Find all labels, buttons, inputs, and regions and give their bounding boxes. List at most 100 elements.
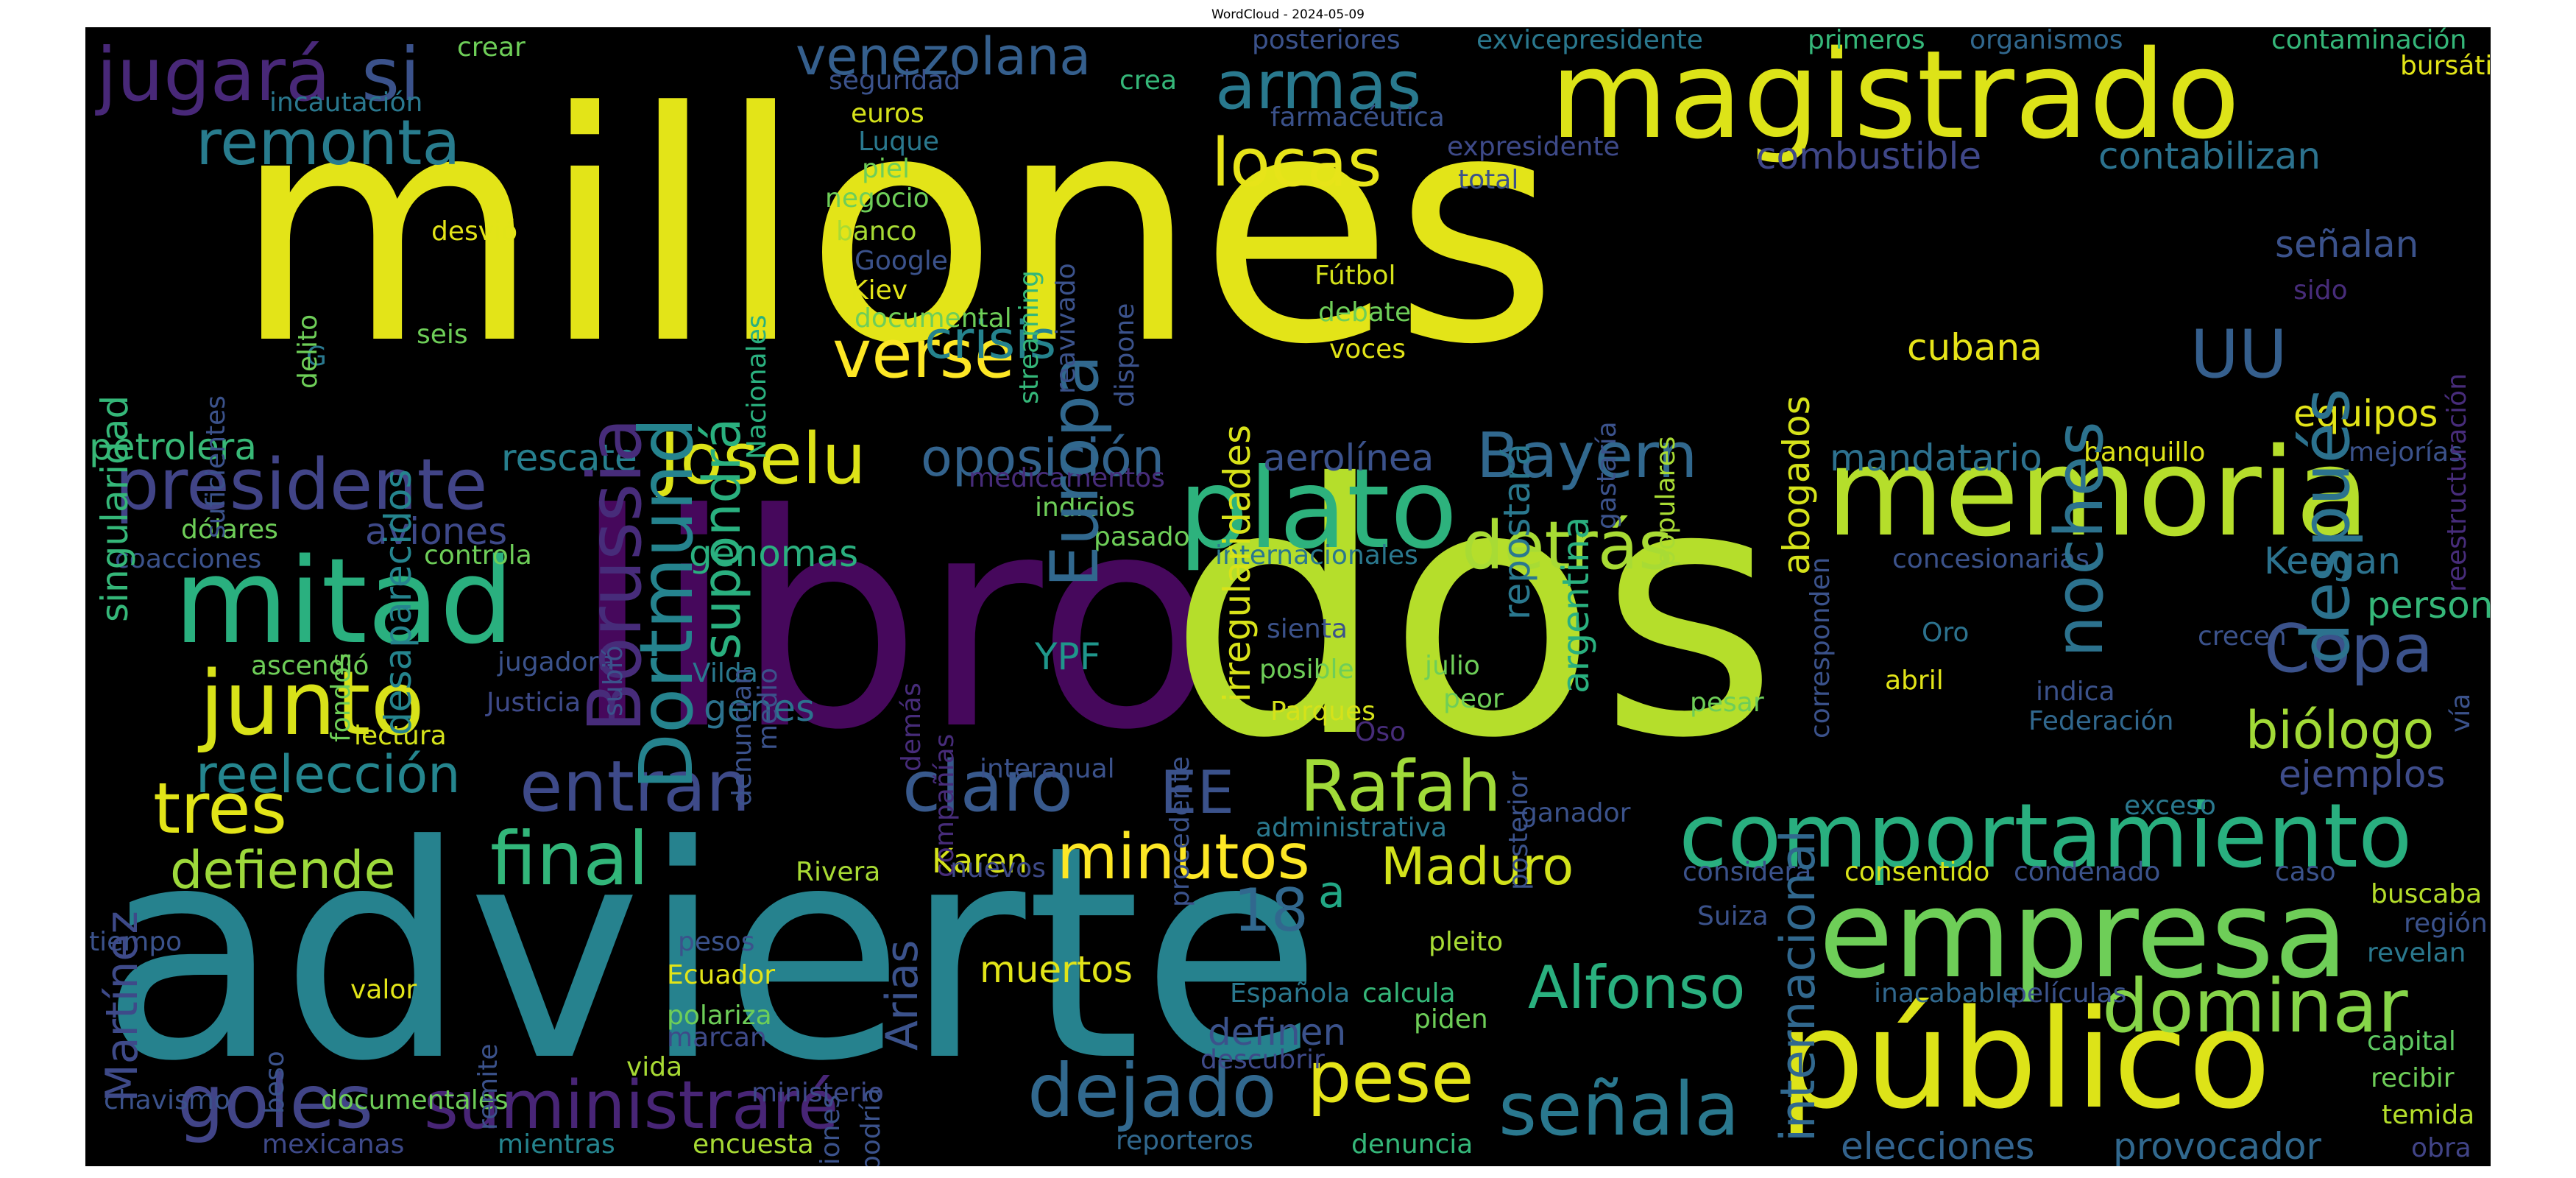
- word: definen: [1208, 1011, 1347, 1054]
- word: 18: [1234, 876, 1309, 945]
- word: Keegan: [2264, 540, 2401, 582]
- word: indica: [2036, 677, 2115, 707]
- word: tiempo: [89, 927, 183, 957]
- word: posteriores: [1252, 27, 1401, 55]
- word: polariza: [667, 1001, 772, 1031]
- word: coacciones: [115, 544, 262, 574]
- word: pasado: [1094, 522, 1190, 552]
- word: aviones: [365, 510, 508, 553]
- word: peor: [1443, 684, 1504, 714]
- word: rescate: [501, 437, 637, 479]
- word: considera: [1682, 857, 1812, 887]
- word: piel: [862, 154, 910, 184]
- word: abogados: [1775, 395, 1818, 575]
- word: banquillo: [2084, 437, 2206, 468]
- word: Fútbol: [1314, 261, 1396, 291]
- word: gastaría: [1592, 421, 1622, 529]
- word: EE: [1160, 758, 1235, 827]
- word: petrolera: [89, 426, 258, 468]
- word: abril: [1885, 666, 1944, 696]
- word: libro: [571, 452, 1217, 794]
- word: equipos: [2293, 392, 2438, 435]
- word: nuevos: [950, 853, 1046, 884]
- word: controla: [424, 540, 532, 571]
- word: chavismo: [104, 1085, 230, 1115]
- word: corresponden: [1805, 557, 1836, 738]
- word: euros: [851, 99, 924, 129]
- word: reporteros: [1116, 1126, 1253, 1156]
- word: pesar: [1690, 688, 1764, 718]
- word: señalan: [2275, 223, 2419, 266]
- word: UU: [2190, 316, 2287, 393]
- word: G: [306, 342, 327, 372]
- word: remite: [473, 1043, 503, 1131]
- word: minutos: [1057, 821, 1310, 894]
- word: dispone: [1110, 303, 1140, 407]
- word: memoria: [1826, 422, 2370, 563]
- word: calcula: [1362, 978, 1456, 1009]
- word: indicios: [1035, 493, 1136, 523]
- word: Maduro: [1381, 836, 1574, 897]
- word: mandatario: [1830, 437, 2042, 479]
- word: Justicia: [486, 688, 581, 718]
- word: negocio: [825, 183, 930, 214]
- word: denuncia: [1351, 1129, 1473, 1160]
- word: YPF: [1035, 635, 1101, 678]
- word: contabilizan: [2098, 135, 2321, 177]
- word: suficientes: [201, 395, 231, 538]
- word: pleito: [1429, 927, 1504, 957]
- word: plato: [1178, 445, 1458, 574]
- word: Suiza: [1697, 901, 1769, 931]
- word: Federación: [2028, 706, 2174, 736]
- word: debate: [1318, 297, 1412, 328]
- word: supondrá: [692, 417, 752, 660]
- word: crea: [1119, 66, 1178, 96]
- word: comportamiento: [1679, 786, 2413, 888]
- word: singularidad: [93, 395, 136, 622]
- word: ascendió: [251, 651, 369, 681]
- word: Arias: [877, 939, 928, 1051]
- word: elecciones: [1841, 1125, 2035, 1166]
- word: genomas: [689, 532, 859, 575]
- word: oposición: [921, 428, 1165, 488]
- word: concesionarias: [1892, 544, 2090, 574]
- word: inacabable: [1874, 978, 2019, 1009]
- word: mejorías: [2349, 437, 2463, 468]
- word: populares: [1651, 436, 1681, 567]
- word: encuesta: [693, 1129, 814, 1160]
- word: temida: [2382, 1100, 2475, 1130]
- word: Copa: [2264, 610, 2434, 688]
- word: suministraré: [424, 1067, 839, 1144]
- word: buscaba: [2371, 879, 2483, 909]
- word: público: [1778, 980, 2271, 1139]
- word: posterior: [1504, 771, 1534, 890]
- word: piden: [1414, 1004, 1488, 1034]
- word: Joselu: [659, 419, 866, 500]
- word: internacionales: [1215, 540, 1418, 571]
- word: total: [1458, 165, 1519, 195]
- word: ganador: [1521, 798, 1631, 828]
- word: expresidente: [1447, 132, 1620, 162]
- word: empresa: [1819, 864, 2349, 1005]
- word: final: [490, 816, 649, 902]
- word: Luque: [858, 127, 940, 157]
- word: armas: [1215, 47, 1422, 124]
- word: posible: [1259, 655, 1354, 685]
- word: Bayern: [1476, 420, 1698, 493]
- word: Ecuador: [667, 960, 776, 990]
- word: películas: [2010, 978, 2127, 1009]
- word: documentales: [321, 1085, 509, 1115]
- word: defiende: [170, 840, 396, 900]
- word: mitad: [174, 532, 514, 670]
- word: exvicepresidente: [1476, 27, 1703, 55]
- word: Parques: [1270, 696, 1376, 727]
- word: caso: [2275, 857, 2336, 887]
- word: noches: [2041, 421, 2118, 657]
- word: pesos: [678, 927, 755, 957]
- word: ejemplos: [2279, 753, 2446, 796]
- word: irregularidades: [1216, 424, 1259, 702]
- word: después: [2287, 388, 2365, 665]
- word: subió: [598, 645, 629, 716]
- word: desaparecidos: [377, 469, 420, 736]
- word: incautación: [269, 88, 423, 118]
